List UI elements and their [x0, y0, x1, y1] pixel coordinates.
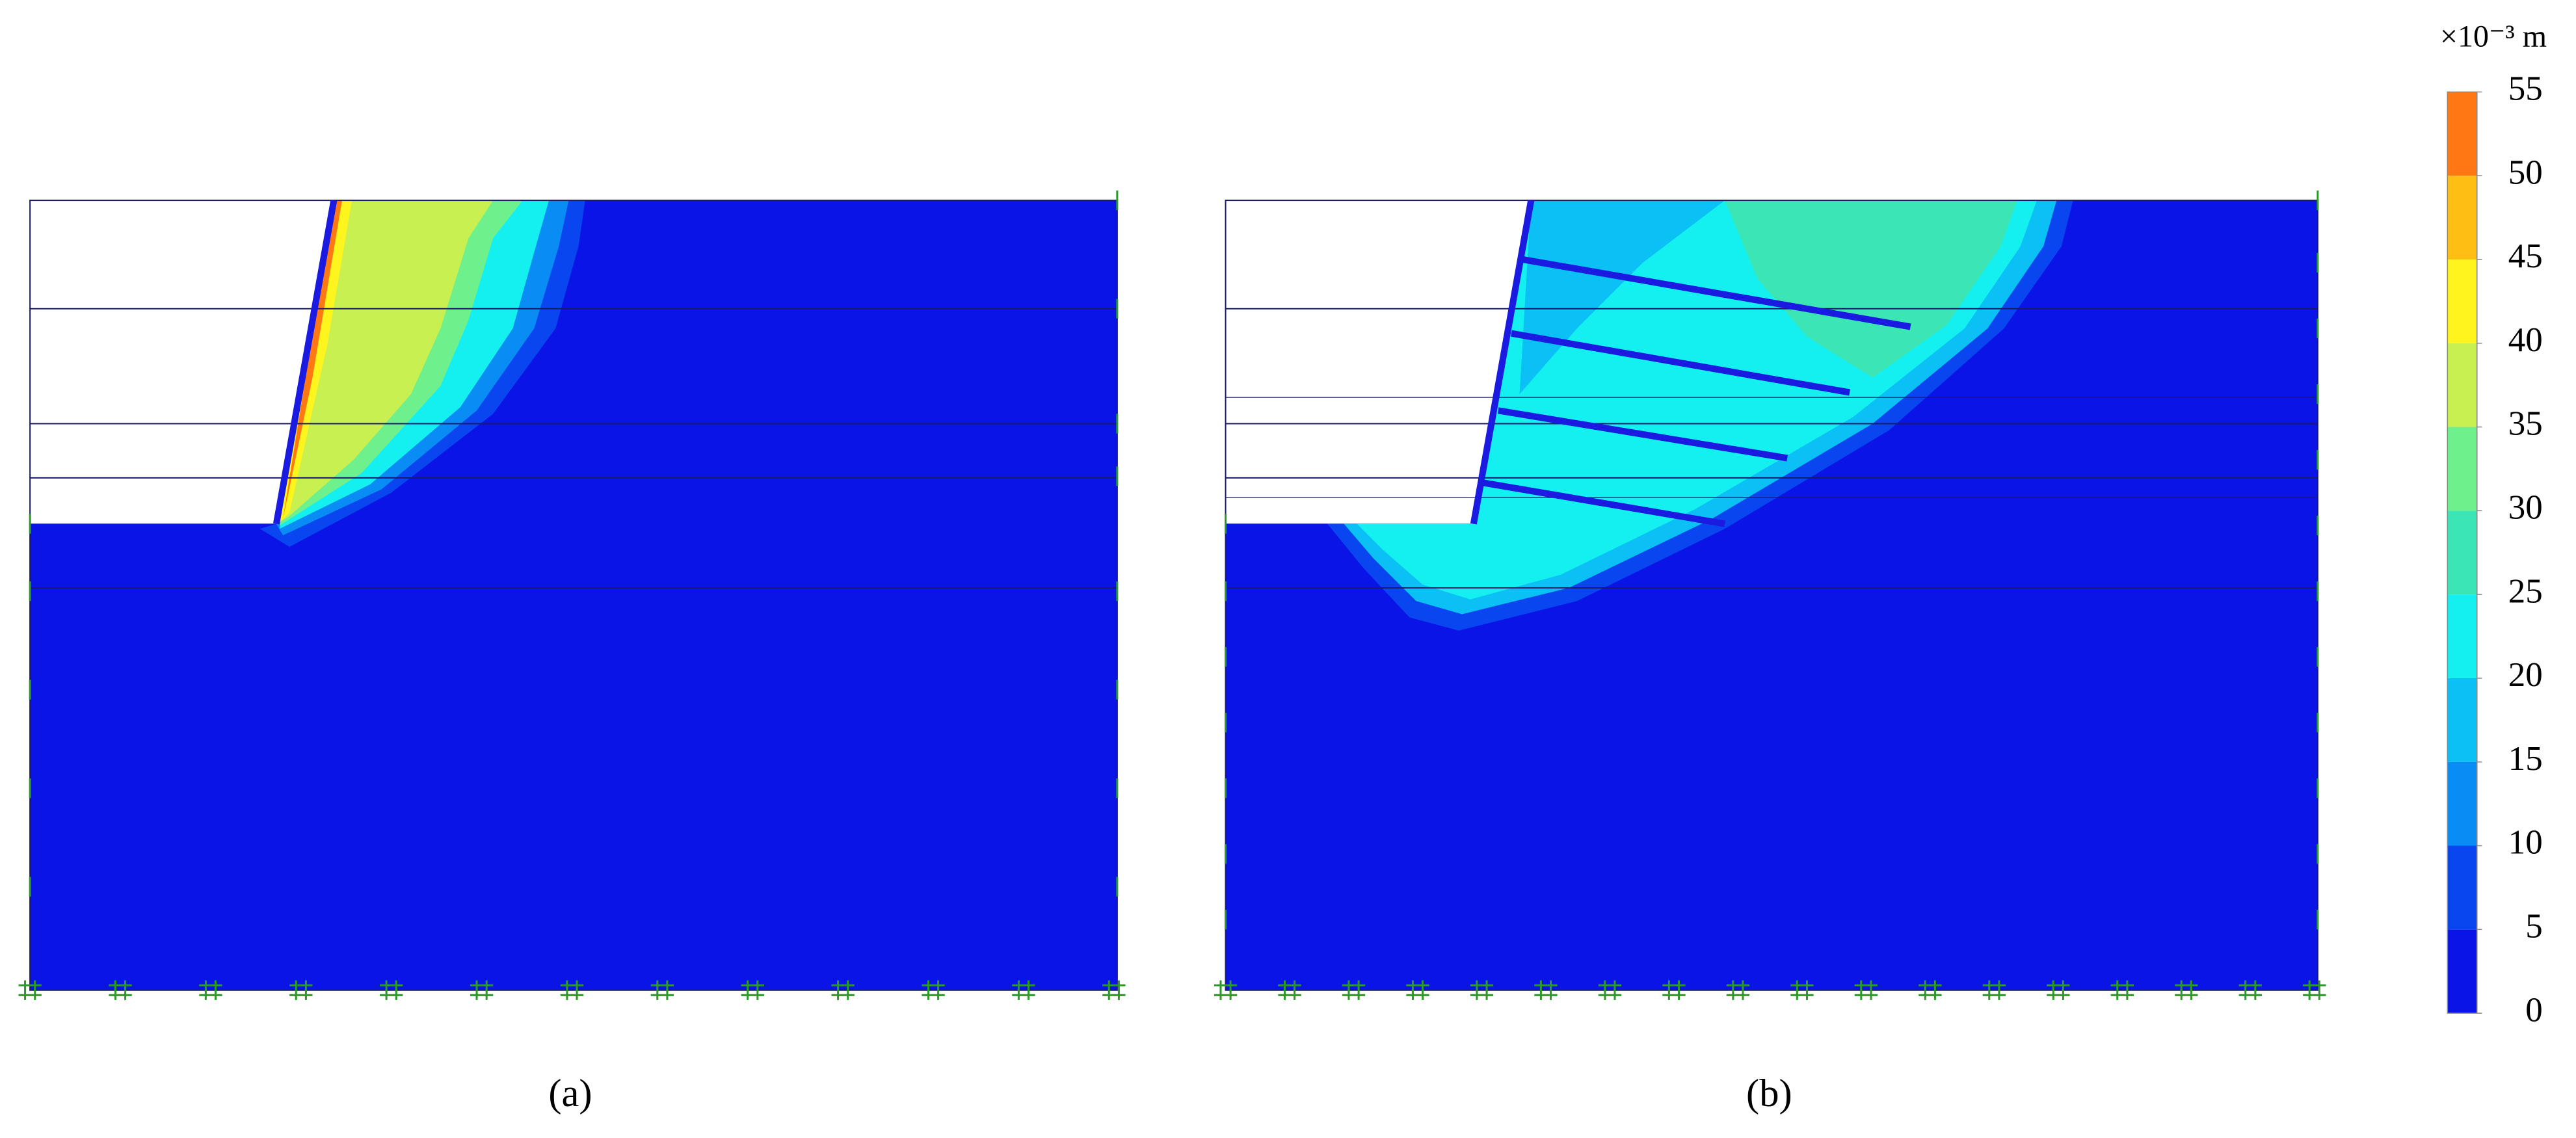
colorbar-tick-label: 15 — [2508, 740, 2543, 778]
contour-zone — [283, 200, 342, 519]
colorbar-tick-label: 5 — [2525, 907, 2543, 945]
colorbar-tick-label: 30 — [2508, 489, 2543, 527]
colorbar-tick-label: 45 — [2508, 237, 2543, 275]
colorbar-band — [2447, 845, 2477, 930]
colorbar-tick-label: 0 — [2525, 991, 2543, 1029]
wall — [272, 200, 338, 525]
soil-nail — [1497, 407, 1788, 462]
colorbar-band — [2447, 761, 2477, 846]
colorbar-tick-label: 55 — [2508, 70, 2543, 108]
soil-nail — [1483, 479, 1726, 527]
soil-nail — [1511, 330, 1851, 396]
panel-label: (a) — [548, 1072, 592, 1115]
colorbar-tick-label: 50 — [2508, 153, 2543, 191]
colorbar-tick-label: 25 — [2508, 572, 2543, 610]
colorbar-band — [2447, 176, 2477, 259]
colorbar-band — [2447, 510, 2477, 595]
colorbar-band — [2447, 678, 2477, 762]
colorbar-tick-label: 35 — [2508, 405, 2543, 443]
colorbar-band — [2447, 594, 2477, 678]
contour-zone — [1519, 200, 1725, 395]
soil-nail — [1522, 256, 1911, 330]
colorbar-tick-label: 20 — [2508, 656, 2543, 694]
colorbar-tick-label: 10 — [2508, 824, 2543, 862]
colorbar-band — [2447, 92, 2477, 176]
colorbar-unit: ×10⁻³ m — [2440, 20, 2547, 54]
wall — [1470, 200, 1535, 525]
colorbar-band — [2447, 427, 2477, 511]
colorbar-band — [2447, 929, 2477, 1014]
colorbar-band — [2447, 259, 2477, 343]
colorbar-band — [2447, 343, 2477, 427]
colorbar-frame — [2447, 91, 2478, 1014]
contour-zone — [1725, 200, 2017, 378]
panel-label: (b) — [1746, 1072, 1792, 1115]
colorbar-tick-label: 40 — [2508, 321, 2543, 359]
